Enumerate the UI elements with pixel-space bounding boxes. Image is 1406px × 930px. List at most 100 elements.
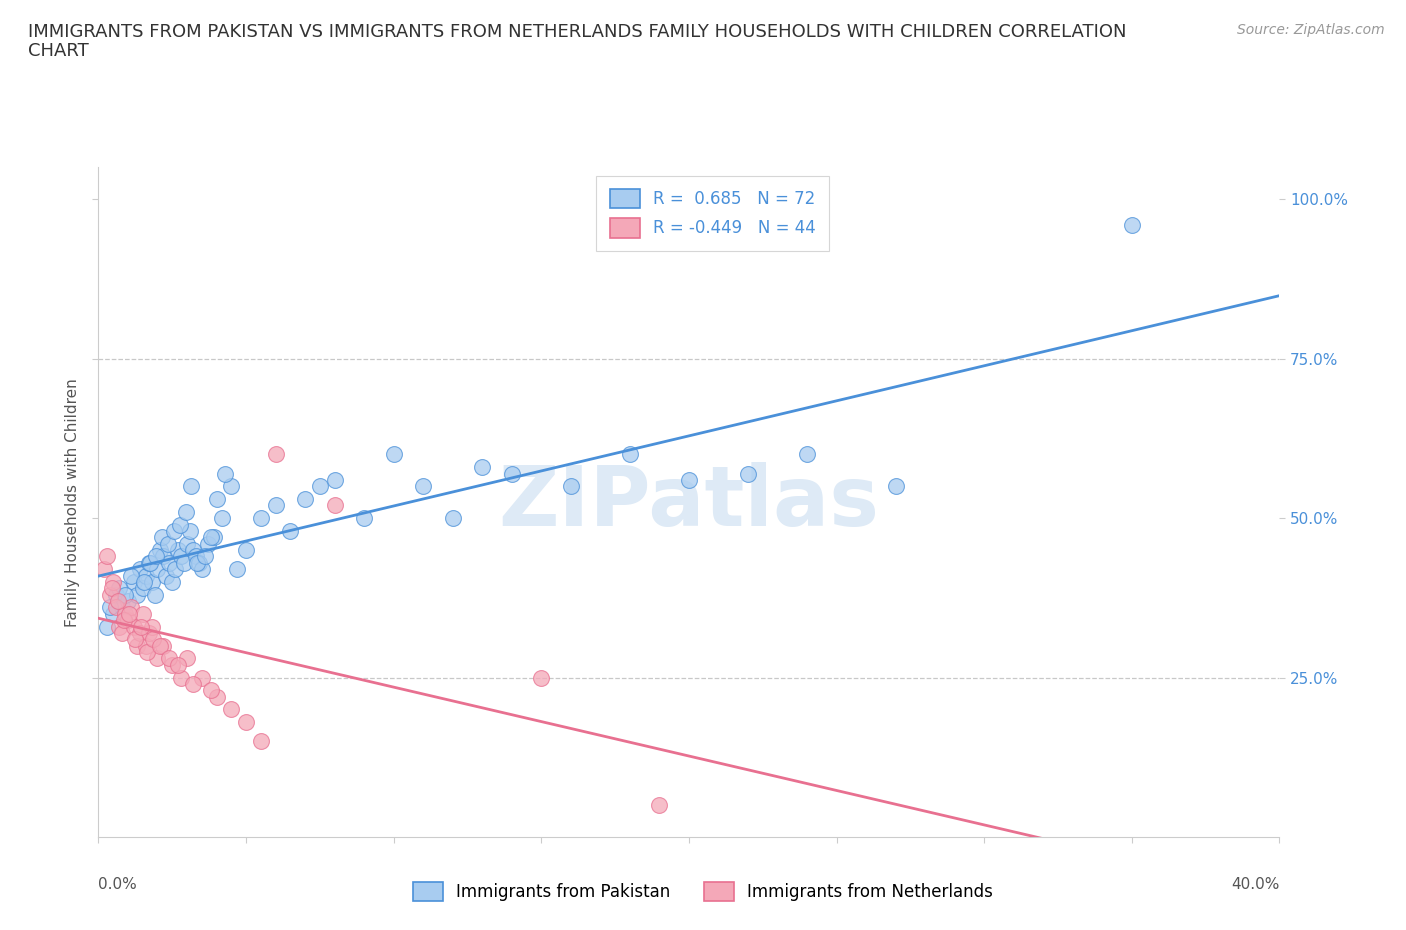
Point (174, 504, 197, 519)
Point (235, 715, 257, 730)
Point (120, 568, 142, 583)
Point (309, 479, 332, 494)
Point (124, 631, 146, 646)
Point (176, 537, 198, 551)
Point (530, 671, 553, 685)
Point (170, 549, 193, 564)
Point (471, 459, 494, 474)
Text: IMMIGRANTS FROM PAKISTAN VS IMMIGRANTS FROM NETHERLANDS FAMILY HOUSEHOLDS WITH C: IMMIGRANTS FROM PAKISTAN VS IMMIGRANTS F… (28, 23, 1126, 41)
Point (648, 798, 671, 813)
Point (200, 530, 222, 545)
Point (211, 511, 233, 525)
Point (197, 537, 219, 551)
Text: CHART: CHART (28, 42, 89, 60)
Point (146, 562, 169, 577)
Legend: R =  0.685   N = 72, R = -0.449   N = 44: R = 0.685 N = 72, R = -0.449 N = 44 (596, 176, 830, 251)
Text: 0.0%: 0.0% (98, 877, 138, 892)
Point (141, 575, 163, 590)
Point (138, 626, 160, 641)
Point (105, 587, 128, 602)
Point (103, 575, 125, 590)
Point (128, 626, 150, 641)
Point (180, 479, 202, 494)
Point (163, 524, 186, 538)
Point (181, 542, 204, 557)
Point (382, 447, 405, 462)
Point (111, 600, 134, 615)
Point (156, 537, 179, 551)
Point (170, 671, 193, 685)
Point (169, 517, 191, 532)
Point (132, 581, 155, 596)
Point (294, 492, 316, 507)
Point (149, 638, 172, 653)
Point (619, 447, 641, 462)
Point (98, 587, 121, 602)
Point (280, 524, 302, 538)
Point (353, 511, 375, 525)
Point (205, 689, 228, 704)
Point (884, 479, 907, 494)
Point (118, 606, 141, 621)
Point (678, 472, 700, 487)
Point (194, 549, 217, 564)
Point (162, 575, 184, 590)
Point (96, 549, 118, 564)
Point (191, 671, 214, 685)
Point (250, 511, 273, 525)
Point (200, 683, 222, 698)
Point (149, 542, 172, 557)
Point (226, 562, 249, 577)
Point (737, 466, 759, 481)
Point (250, 734, 273, 749)
Point (796, 447, 818, 462)
Point (135, 568, 157, 583)
Point (173, 555, 195, 570)
Point (114, 587, 136, 602)
Point (122, 575, 145, 590)
Point (323, 498, 346, 512)
Point (117, 613, 139, 628)
Text: 40.0%: 40.0% (1232, 877, 1279, 892)
Point (129, 619, 152, 634)
Point (136, 644, 159, 659)
Point (186, 555, 208, 570)
Point (142, 631, 165, 646)
Point (221, 702, 243, 717)
Point (117, 593, 139, 608)
Point (145, 549, 167, 564)
Point (120, 600, 142, 615)
Point (167, 542, 190, 557)
Point (152, 638, 174, 653)
Point (128, 562, 150, 577)
Point (103, 606, 125, 621)
Point (93, 562, 115, 577)
Point (146, 651, 169, 666)
Point (108, 619, 131, 634)
Point (111, 626, 134, 641)
Point (107, 593, 129, 608)
Point (264, 447, 287, 462)
Point (152, 549, 174, 564)
Text: Source: ZipAtlas.com: Source: ZipAtlas.com (1237, 23, 1385, 37)
Point (323, 472, 346, 487)
Point (98, 600, 121, 615)
Point (165, 562, 187, 577)
Point (139, 555, 162, 570)
Point (167, 658, 190, 672)
Point (181, 676, 204, 691)
Point (191, 562, 214, 577)
Point (150, 530, 173, 545)
Point (441, 511, 464, 525)
Point (501, 466, 523, 481)
Text: ZIPatlas: ZIPatlas (499, 461, 879, 543)
Point (108, 581, 131, 596)
Point (235, 542, 257, 557)
Point (221, 479, 243, 494)
Point (214, 466, 236, 481)
Point (105, 600, 128, 615)
Point (135, 638, 157, 653)
Point (157, 651, 180, 666)
Point (141, 619, 163, 634)
Point (125, 638, 148, 653)
